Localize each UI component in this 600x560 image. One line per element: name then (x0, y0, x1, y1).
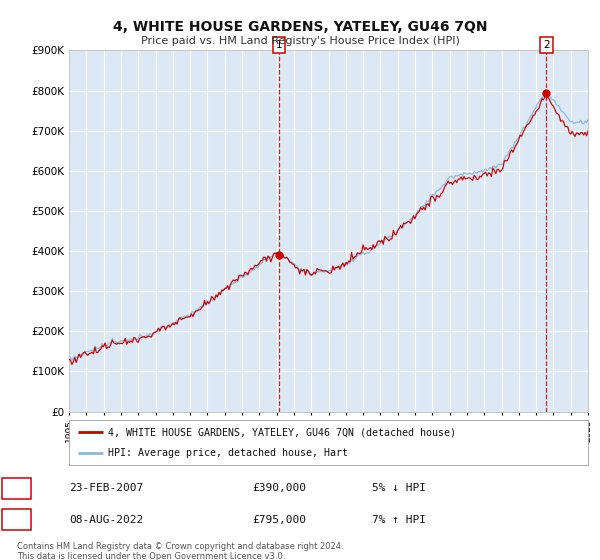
Text: 7% ↑ HPI: 7% ↑ HPI (372, 515, 426, 525)
Text: £795,000: £795,000 (252, 515, 306, 525)
Text: 5% ↓ HPI: 5% ↓ HPI (372, 483, 426, 493)
Text: £390,000: £390,000 (252, 483, 306, 493)
Text: 2: 2 (13, 515, 20, 525)
Text: 1: 1 (275, 40, 282, 50)
Text: Contains HM Land Registry data © Crown copyright and database right 2024.: Contains HM Land Registry data © Crown c… (17, 542, 343, 551)
Text: 2: 2 (543, 40, 550, 50)
Text: 08-AUG-2022: 08-AUG-2022 (69, 515, 143, 525)
Text: This data is licensed under the Open Government Licence v3.0.: This data is licensed under the Open Gov… (17, 552, 285, 560)
Text: 4, WHITE HOUSE GARDENS, YATELEY, GU46 7QN: 4, WHITE HOUSE GARDENS, YATELEY, GU46 7Q… (113, 20, 487, 34)
Text: 23-FEB-2007: 23-FEB-2007 (69, 483, 143, 493)
Text: 4, WHITE HOUSE GARDENS, YATELEY, GU46 7QN (detached house): 4, WHITE HOUSE GARDENS, YATELEY, GU46 7Q… (108, 427, 456, 437)
Text: HPI: Average price, detached house, Hart: HPI: Average price, detached house, Hart (108, 447, 348, 458)
Text: 1: 1 (13, 483, 20, 493)
Text: Price paid vs. HM Land Registry's House Price Index (HPI): Price paid vs. HM Land Registry's House … (140, 36, 460, 46)
